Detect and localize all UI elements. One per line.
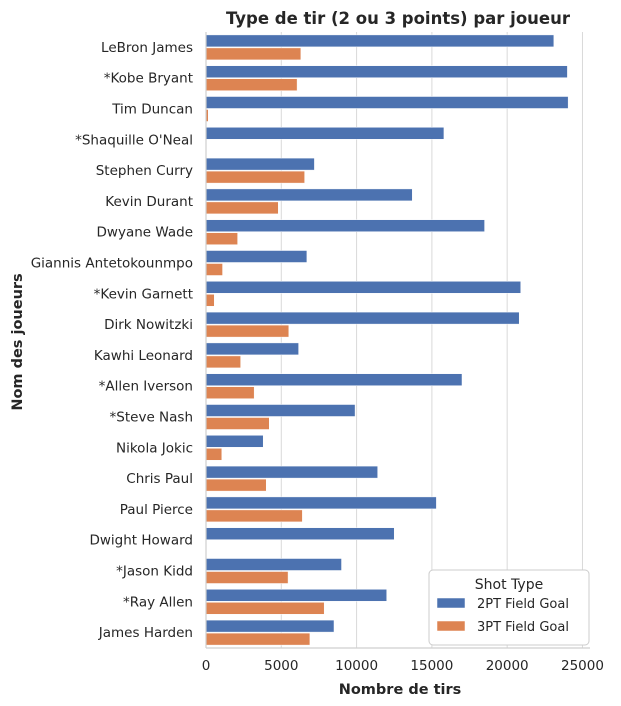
x-tick-label-15000: 15000 bbox=[410, 658, 453, 674]
y-tick-label-shaquille-o-neal: *Shaquille O'Neal bbox=[75, 132, 193, 148]
bar-nikola-jokic-2pt bbox=[205, 435, 264, 448]
y-tick-label-dirk-nowitzki: Dirk Nowitzki bbox=[104, 317, 193, 333]
bar-tim-duncan-2pt bbox=[205, 96, 569, 109]
bar-jason-kidd-3pt bbox=[205, 571, 289, 584]
bar-james-harden-2pt bbox=[205, 619, 335, 633]
bar-allen-iverson-3pt bbox=[205, 386, 255, 399]
bar-kevin-durant-3pt bbox=[205, 201, 279, 215]
y-tick-label-dwyane-wade: Dwyane Wade bbox=[97, 225, 193, 241]
x-tick-label-5000: 5000 bbox=[264, 658, 298, 674]
legend-label-3pt: 3PT Field Goal bbox=[477, 620, 569, 635]
y-tick-label-lebron-james: LeBron James bbox=[101, 40, 193, 56]
bar-nikola-jokic-3pt bbox=[205, 448, 223, 461]
legend-swatch-3pt bbox=[436, 620, 466, 632]
y-tick-label-paul-pierce: Paul Pierce bbox=[120, 502, 193, 518]
bar-kawhi-leonard-2pt bbox=[205, 342, 299, 356]
bar-chris-paul-2pt bbox=[205, 465, 378, 479]
legend-box bbox=[428, 569, 590, 646]
bar-allen-iverson-2pt bbox=[205, 373, 463, 386]
x-axis-title: Nombre de tirs bbox=[339, 682, 462, 698]
y-tick-label-allen-iverson: *Allen Iverson bbox=[99, 379, 193, 395]
y-tick-label-ray-allen: *Ray Allen bbox=[123, 594, 193, 610]
x-tick-label-0: 0 bbox=[202, 658, 211, 674]
bar-shaquille-o-neal-2pt bbox=[205, 127, 445, 140]
y-tick-labels: LeBron James *Kobe Bryant Tim Duncan *Shaqu… bbox=[31, 40, 193, 641]
bar-dwight-howard-2pt bbox=[205, 527, 395, 540]
y-tick-label-dwight-howard: Dwight Howard bbox=[89, 533, 193, 549]
x-tick-label-20000: 20000 bbox=[486, 658, 529, 674]
axes bbox=[205, 32, 590, 649]
bar-dirk-nowitzki-2pt bbox=[205, 311, 520, 325]
y-axis-title: Nom des joueurs bbox=[10, 273, 26, 410]
bar-giannis-antetokounmpo-2pt bbox=[205, 250, 308, 263]
y-tick-label-chris-paul: Chris Paul bbox=[126, 471, 193, 487]
bar-chris-paul-3pt bbox=[205, 478, 267, 492]
y-tick-label-nikola-jokic: Nikola Jokic bbox=[116, 440, 193, 456]
x-tick-labels: 0 5000 10000 15000 20000 25000 bbox=[202, 658, 604, 674]
y-tick-label-kawhi-leonard: Kawhi Leonard bbox=[94, 348, 193, 364]
y-tick-label-kevin-durant: Kevin Durant bbox=[105, 194, 193, 210]
y-tick-label-james-harden: James Harden bbox=[98, 625, 193, 641]
legend: Shot Type 2PT Field Goal 3PT Field Goal bbox=[428, 569, 590, 646]
grid bbox=[205, 32, 583, 648]
legend-swatch-2pt bbox=[436, 597, 466, 609]
bar-lebron-james-2pt bbox=[205, 34, 555, 48]
bar-james-harden-3pt bbox=[205, 632, 311, 646]
legend-title: Shot Type bbox=[475, 577, 543, 593]
bar-kawhi-leonard-3pt bbox=[205, 355, 241, 369]
x-tick-label-10000: 10000 bbox=[335, 658, 378, 674]
bar-kevin-garnett-3pt bbox=[205, 294, 215, 307]
y-tick-label-stephen-curry: Stephen Curry bbox=[96, 163, 193, 179]
bar-jason-kidd-2pt bbox=[205, 558, 342, 571]
bar-steve-nash-3pt bbox=[205, 417, 270, 430]
bar-paul-pierce-2pt bbox=[205, 496, 437, 510]
y-tick-label-kevin-garnett: *Kevin Garnett bbox=[94, 286, 193, 302]
y-tick-label-giannis-antetokounmpo: Giannis Antetokounmpo bbox=[31, 256, 193, 272]
bar-dirk-nowitzki-3pt bbox=[205, 324, 290, 338]
bar-lebron-james-3pt bbox=[205, 47, 302, 61]
bar-dwyane-wade-2pt bbox=[205, 219, 485, 232]
chart-title: Type de tir (2 ou 3 points) par joueur bbox=[226, 9, 571, 28]
bar-kobe-bryant-3pt bbox=[205, 78, 298, 91]
bar-kevin-garnett-2pt bbox=[205, 281, 521, 294]
legend-label-2pt: 2PT Field Goal bbox=[477, 597, 569, 612]
y-tick-label-tim-duncan: Tim Duncan bbox=[111, 102, 193, 118]
y-tick-label-kobe-bryant: *Kobe Bryant bbox=[104, 71, 193, 87]
y-tick-label-steve-nash: *Steve Nash bbox=[110, 410, 193, 426]
bar-paul-pierce-3pt bbox=[205, 509, 303, 523]
bar-kobe-bryant-2pt bbox=[205, 65, 568, 78]
bar-stephen-curry-3pt bbox=[205, 170, 305, 184]
y-tick-label-jason-kidd: *Jason Kidd bbox=[116, 564, 193, 580]
bar-steve-nash-2pt bbox=[205, 404, 356, 417]
bar-stephen-curry-2pt bbox=[205, 157, 315, 171]
bar-giannis-antetokounmpo-3pt bbox=[205, 263, 223, 276]
bar-dwyane-wade-3pt bbox=[205, 232, 238, 245]
bars bbox=[205, 34, 569, 646]
bar-ray-allen-3pt bbox=[205, 602, 325, 615]
bar-ray-allen-2pt bbox=[205, 589, 387, 602]
x-tick-label-25000: 25000 bbox=[561, 658, 604, 674]
bar-kevin-durant-2pt bbox=[205, 188, 413, 202]
